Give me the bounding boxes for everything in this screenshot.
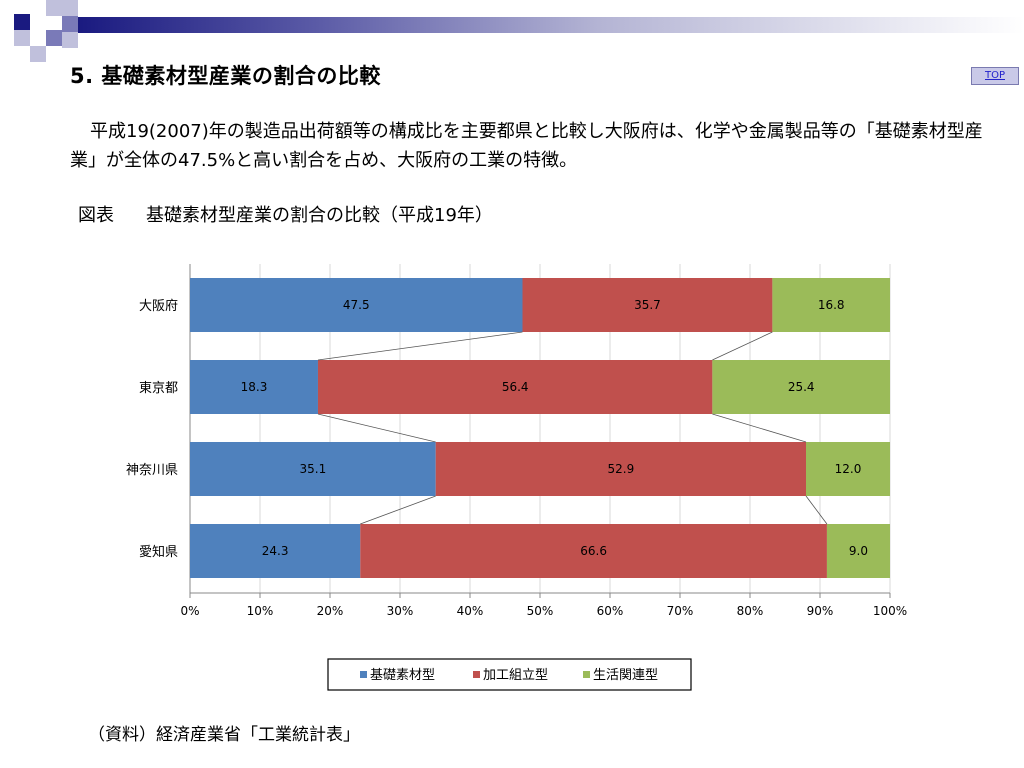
legend-label: 基礎素材型 xyxy=(370,668,435,683)
series-line xyxy=(317,331,523,361)
bar-segment xyxy=(190,278,523,332)
category-label: 神奈川県 xyxy=(126,463,178,478)
bar-segment xyxy=(435,442,806,496)
deco-square xyxy=(30,46,46,62)
deco-square xyxy=(62,32,78,48)
data-label: 66.6 xyxy=(580,544,607,558)
data-label: 56.4 xyxy=(502,380,529,394)
deco-square xyxy=(62,16,78,32)
data-label: 52.9 xyxy=(607,462,634,476)
deco-square xyxy=(30,14,46,30)
data-label: 24.3 xyxy=(262,544,289,558)
description-text: 平成19(2007)年の製造品出荷額等の構成比を主要都県と比較し大阪府は、化学や… xyxy=(70,121,983,171)
x-tick-label: 10% xyxy=(247,604,274,618)
header-decoration xyxy=(0,0,1024,66)
data-label: 12.0 xyxy=(835,462,862,476)
header-gradient-bar xyxy=(78,17,1024,33)
data-label: 35.1 xyxy=(299,462,326,476)
series-line xyxy=(317,413,436,443)
bar-segment xyxy=(522,278,773,332)
legend-swatch xyxy=(473,671,480,678)
x-tick-label: 80% xyxy=(737,604,764,618)
legend-box xyxy=(327,658,692,691)
data-label: 35.7 xyxy=(634,298,661,312)
bar-segment xyxy=(806,442,890,496)
data-label: 16.8 xyxy=(818,298,845,312)
legend-swatch xyxy=(583,671,590,678)
data-label: 47.5 xyxy=(343,298,370,312)
deco-square xyxy=(14,30,30,46)
data-label: 25.4 xyxy=(788,380,815,394)
series-line xyxy=(360,495,436,525)
deco-square xyxy=(46,0,62,16)
series-line xyxy=(805,495,828,525)
bar-segment xyxy=(826,524,890,578)
x-tick-label: 30% xyxy=(387,604,414,618)
bar-segment xyxy=(190,524,361,578)
deco-square xyxy=(62,0,78,16)
series-line xyxy=(712,331,773,361)
x-tick-label: 90% xyxy=(807,604,834,618)
x-tick-label: 60% xyxy=(597,604,624,618)
deco-square xyxy=(46,30,62,46)
category-label: 東京都 xyxy=(139,380,178,396)
legend-label: 生活関連型 xyxy=(593,668,658,683)
series-line xyxy=(712,413,807,443)
data-label: 18.3 xyxy=(241,380,268,394)
x-tick-label: 0% xyxy=(180,604,199,618)
source-note: （資料）経済産業省「工業統計表」 xyxy=(88,725,360,745)
category-label: 愛知県 xyxy=(139,544,178,560)
bar-segment xyxy=(712,360,890,414)
legend-label: 加工組立型 xyxy=(483,668,548,683)
deco-square xyxy=(14,14,30,30)
bar-segment xyxy=(360,524,827,578)
bar-segment xyxy=(317,360,713,414)
x-tick-label: 20% xyxy=(317,604,344,618)
bar-segment xyxy=(772,278,890,332)
top-link-button[interactable]: TOP xyxy=(971,67,1019,85)
x-tick-label: 40% xyxy=(457,604,484,618)
page-title: 5. 基礎素材型産業の割合の比較 xyxy=(70,64,381,88)
figure-caption: 図表 基礎素材型産業の割合の比較（平成19年） xyxy=(78,201,493,227)
bar-segment xyxy=(190,360,318,414)
x-tick-label: 100% xyxy=(873,604,907,618)
figure-label: 図表 xyxy=(78,205,114,226)
bar-segment xyxy=(190,442,436,496)
legend-swatch xyxy=(360,671,367,678)
data-label: 9.0 xyxy=(849,544,868,558)
x-tick-label: 50% xyxy=(527,604,554,618)
figure-title: 基礎素材型産業の割合の比較（平成19年） xyxy=(146,205,493,226)
x-tick-label: 70% xyxy=(667,604,694,618)
category-label: 大阪府 xyxy=(139,299,178,314)
